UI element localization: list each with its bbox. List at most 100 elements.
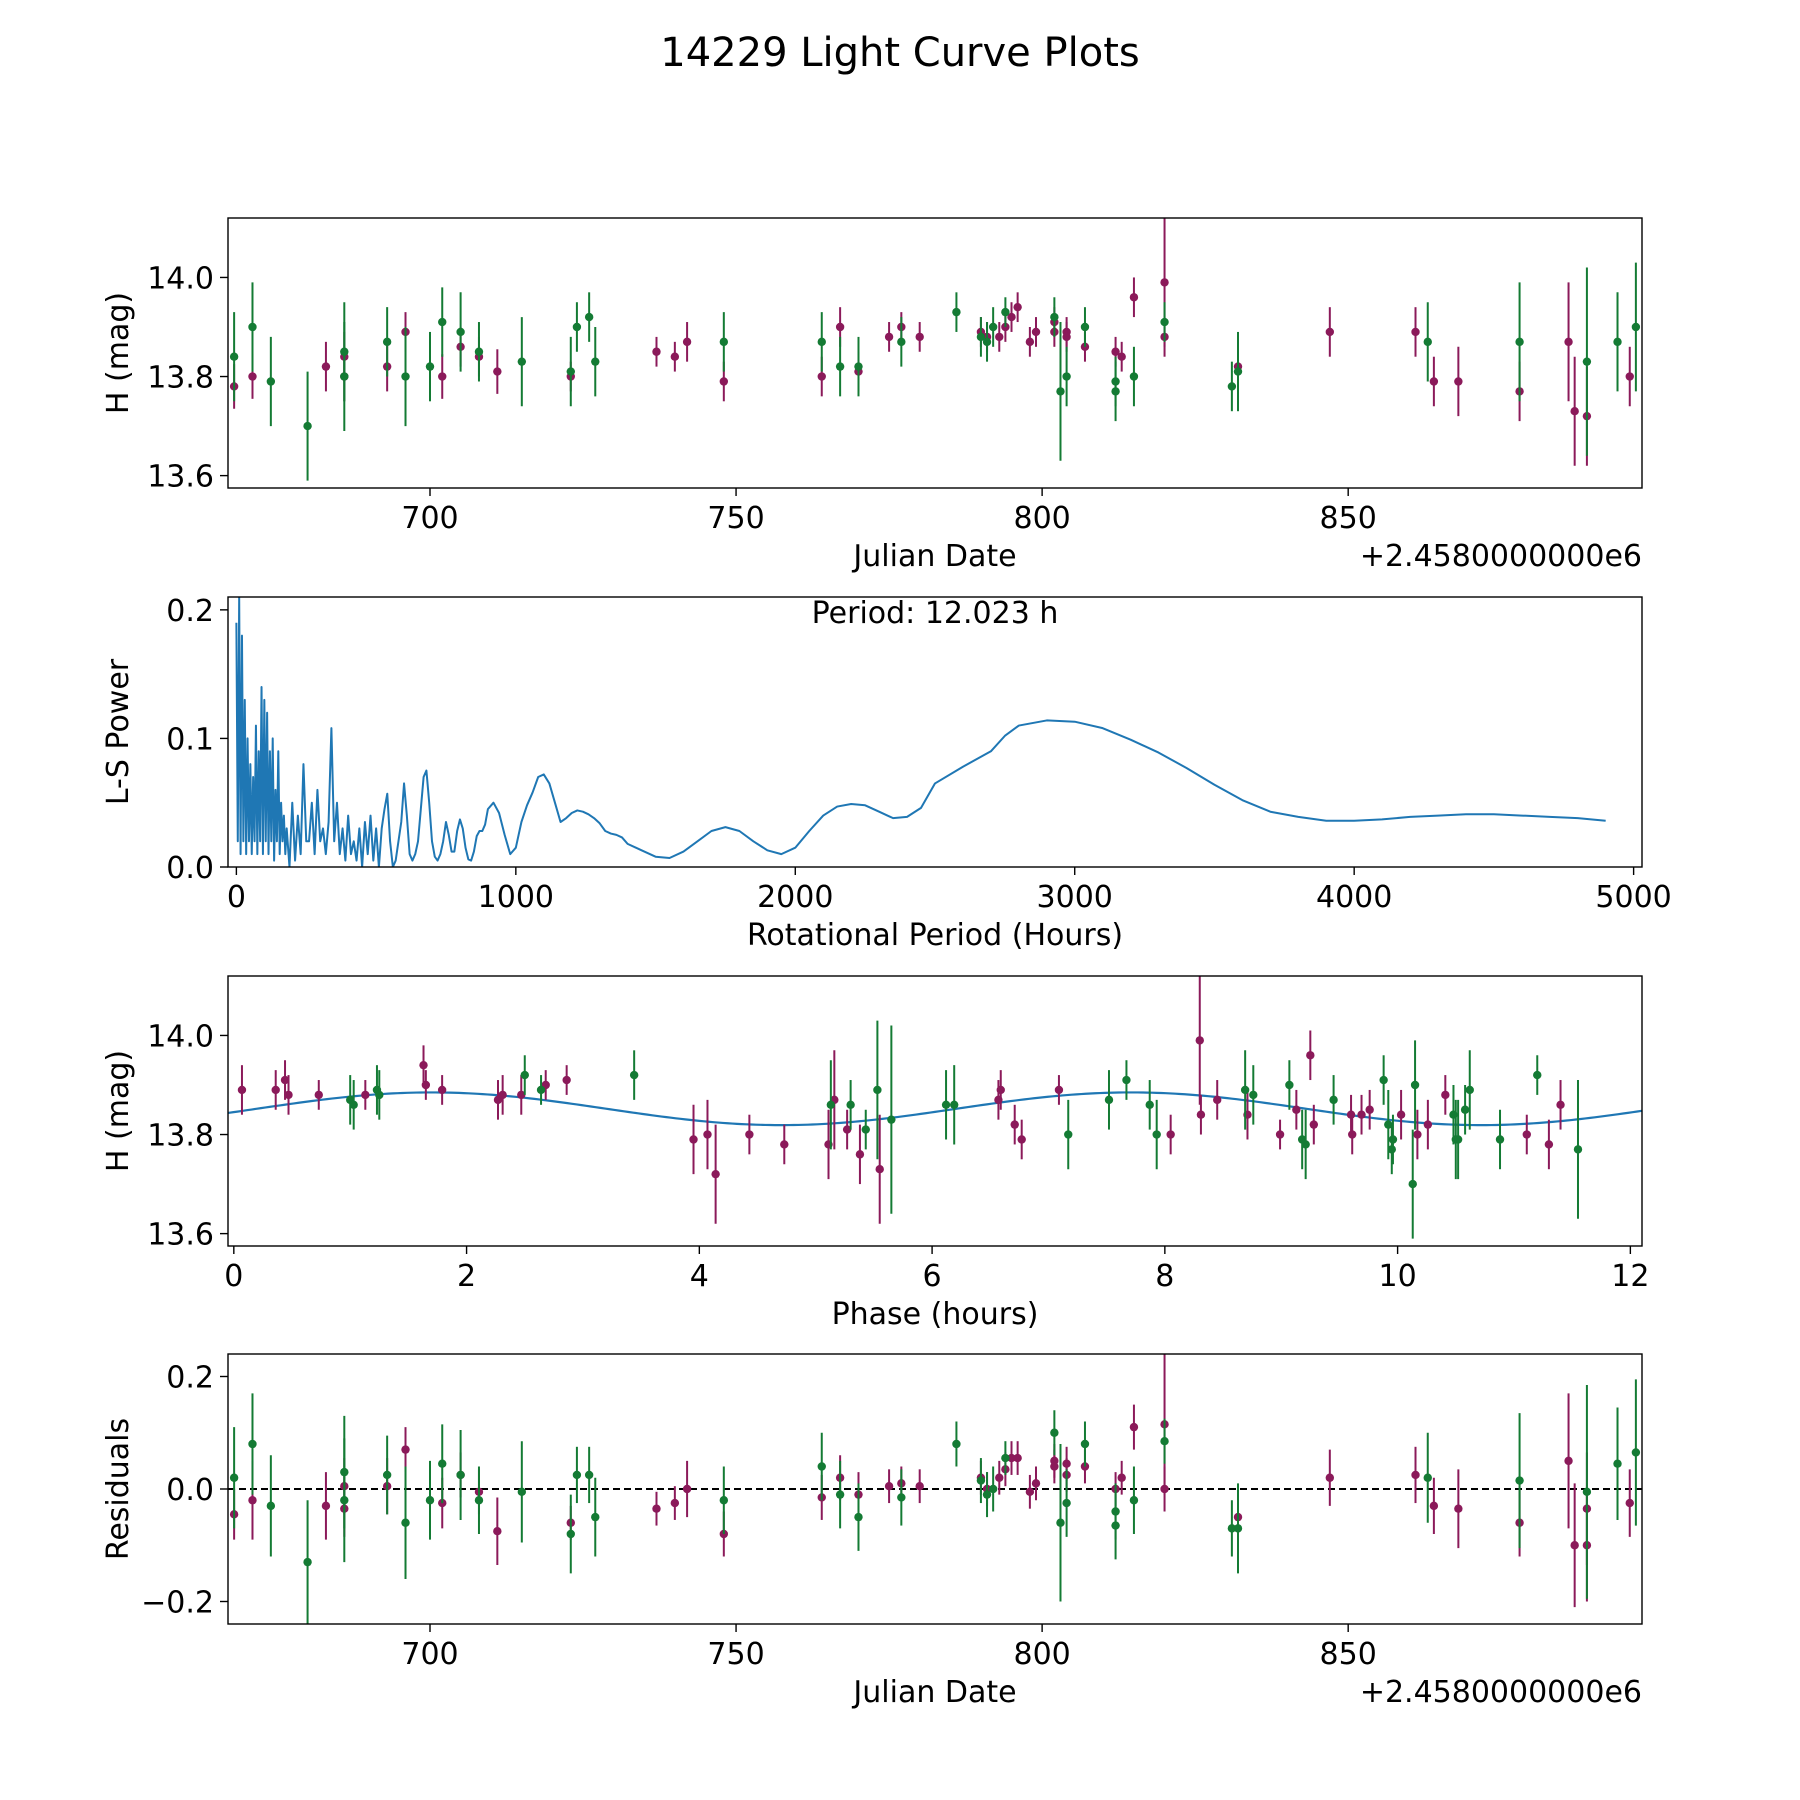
- x-tick-label: 10: [1379, 1259, 1417, 1294]
- x-tick-label: 2: [457, 1259, 476, 1294]
- magenta-data-point: [1454, 1504, 1463, 1513]
- magenta-data-point: [875, 1165, 884, 1174]
- periodogram-data: [235, 597, 1606, 867]
- magenta-data-point: [1325, 327, 1335, 337]
- x-tick-label: 0: [224, 1259, 243, 1294]
- figure-title: 14229 Light Curve Plots: [660, 30, 1139, 76]
- green-data-point: [1064, 1130, 1073, 1139]
- green-data-point: [438, 317, 447, 327]
- green-data-point: [1129, 372, 1139, 381]
- green-data-point: [897, 1493, 906, 1502]
- magenta-data-point: [995, 332, 1004, 342]
- magenta-data-point: [1062, 332, 1071, 342]
- green-data-point: [1465, 1085, 1474, 1095]
- green-data-point: [1122, 1075, 1131, 1085]
- x-tick-label: 800: [1013, 1637, 1070, 1672]
- green-data-point: [861, 1125, 870, 1134]
- green-data-point: [1388, 1135, 1398, 1144]
- green-data-point: [536, 1085, 546, 1095]
- magenta-data-point: [996, 1085, 1005, 1095]
- green-data-point: [303, 421, 312, 431]
- magenta-data-point: [1625, 1498, 1634, 1508]
- y-tick-label: 0.0: [166, 851, 214, 886]
- green-data-point: [1453, 1135, 1463, 1144]
- y-tick-label: 14.0: [147, 261, 214, 296]
- periodogram-panel: 0 1000 2000 3000 4000 5000 0.0 0.1 0.2 Rotational…: [101, 594, 1672, 953]
- green-data-point: [988, 1484, 998, 1494]
- magenta-data-point: [1429, 1501, 1439, 1511]
- magenta-data-point: [280, 1075, 290, 1085]
- y-axis-label: H (mag): [101, 1050, 136, 1172]
- magenta-data-point: [1413, 1130, 1422, 1139]
- magenta-data-point: [1423, 1120, 1433, 1129]
- green-data-point: [1104, 1095, 1114, 1105]
- green-series: [345, 1020, 1583, 1239]
- magenta-data-point: [1195, 1036, 1204, 1045]
- green-data-point: [1410, 1080, 1420, 1090]
- green-data-point: [474, 1496, 484, 1505]
- green-data-point: [572, 1470, 582, 1480]
- green-data-point: [229, 1473, 239, 1482]
- green-data-point: [952, 1439, 961, 1449]
- x-tick-label: 5000: [1595, 880, 1671, 915]
- magenta-data-point: [1160, 278, 1169, 287]
- magenta-data-point: [1396, 1110, 1406, 1119]
- magenta-data-point: [1411, 327, 1420, 337]
- magenta-data-point: [1166, 1130, 1175, 1139]
- magenta-data-point: [517, 1090, 526, 1100]
- x-tick-label: 4000: [1316, 880, 1392, 915]
- y-tick-label: 13.8: [147, 1119, 214, 1154]
- green-data-point: [887, 1115, 896, 1124]
- green-data-point: [1227, 1524, 1237, 1533]
- green-data-point: [382, 337, 392, 347]
- magenta-data-point: [1213, 1095, 1222, 1105]
- green-data-point: [1631, 322, 1641, 332]
- green-data-point: [1240, 1085, 1250, 1095]
- green-data-point: [1145, 1100, 1154, 1110]
- magenta-data-point: [1013, 302, 1022, 312]
- magenta-data-point: [248, 372, 257, 381]
- magenta-data-point: [842, 1125, 852, 1134]
- green-data-point: [229, 352, 239, 361]
- magenta-data-point: [689, 1135, 698, 1144]
- magenta-data-point: [1564, 337, 1573, 347]
- period-annotation: Period: 12.023 h: [812, 596, 1059, 631]
- y-tick-label: 0.1: [166, 722, 214, 757]
- green-data-point: [375, 1090, 384, 1100]
- magenta-data-point: [562, 1075, 571, 1085]
- x-offset-text: +2.4580000000e6: [1360, 1675, 1642, 1710]
- magenta-data-point: [652, 347, 661, 356]
- green-data-point: [425, 1496, 435, 1505]
- green-data-point: [438, 1459, 447, 1468]
- lightcurve-panel: 700 750 800 850 13.6 13.8 14.0 Julian Date H (ma…: [101, 217, 1643, 574]
- magenta-data-point: [321, 1501, 331, 1511]
- x-tick-label: 850: [1320, 501, 1377, 536]
- green-data-point: [340, 372, 349, 381]
- green-data-point: [1056, 387, 1065, 396]
- green-data-point: [1062, 1498, 1071, 1508]
- magenta-data-point: [1570, 1541, 1579, 1550]
- green-data-point: [846, 1100, 855, 1110]
- green-data-point: [566, 1529, 575, 1539]
- green-data-point: [950, 1100, 959, 1110]
- magenta-data-point: [1031, 327, 1041, 337]
- x-axis-label: Rotational Period (Hours): [747, 918, 1123, 953]
- magenta-data-point: [361, 1090, 370, 1100]
- magenta-data-point: [670, 1498, 680, 1508]
- magenta-data-point: [1454, 377, 1463, 386]
- green-data-point: [517, 357, 527, 366]
- x-tick-label: 800: [1013, 501, 1070, 536]
- green-data-point: [340, 1496, 349, 1505]
- green-data-point: [1227, 382, 1237, 391]
- y-tick-label: −0.2: [141, 1586, 214, 1621]
- green-data-point: [248, 1439, 257, 1449]
- green-data-point: [1152, 1130, 1161, 1139]
- magenta-data-point: [835, 322, 845, 332]
- green-data-point: [826, 1100, 836, 1110]
- magenta-data-point: [915, 332, 924, 342]
- magenta-data-point: [438, 372, 447, 381]
- lightcurve-data: [229, 218, 1641, 481]
- green-data-point: [1111, 1521, 1120, 1530]
- y-tick-label: 0.0: [166, 1473, 214, 1508]
